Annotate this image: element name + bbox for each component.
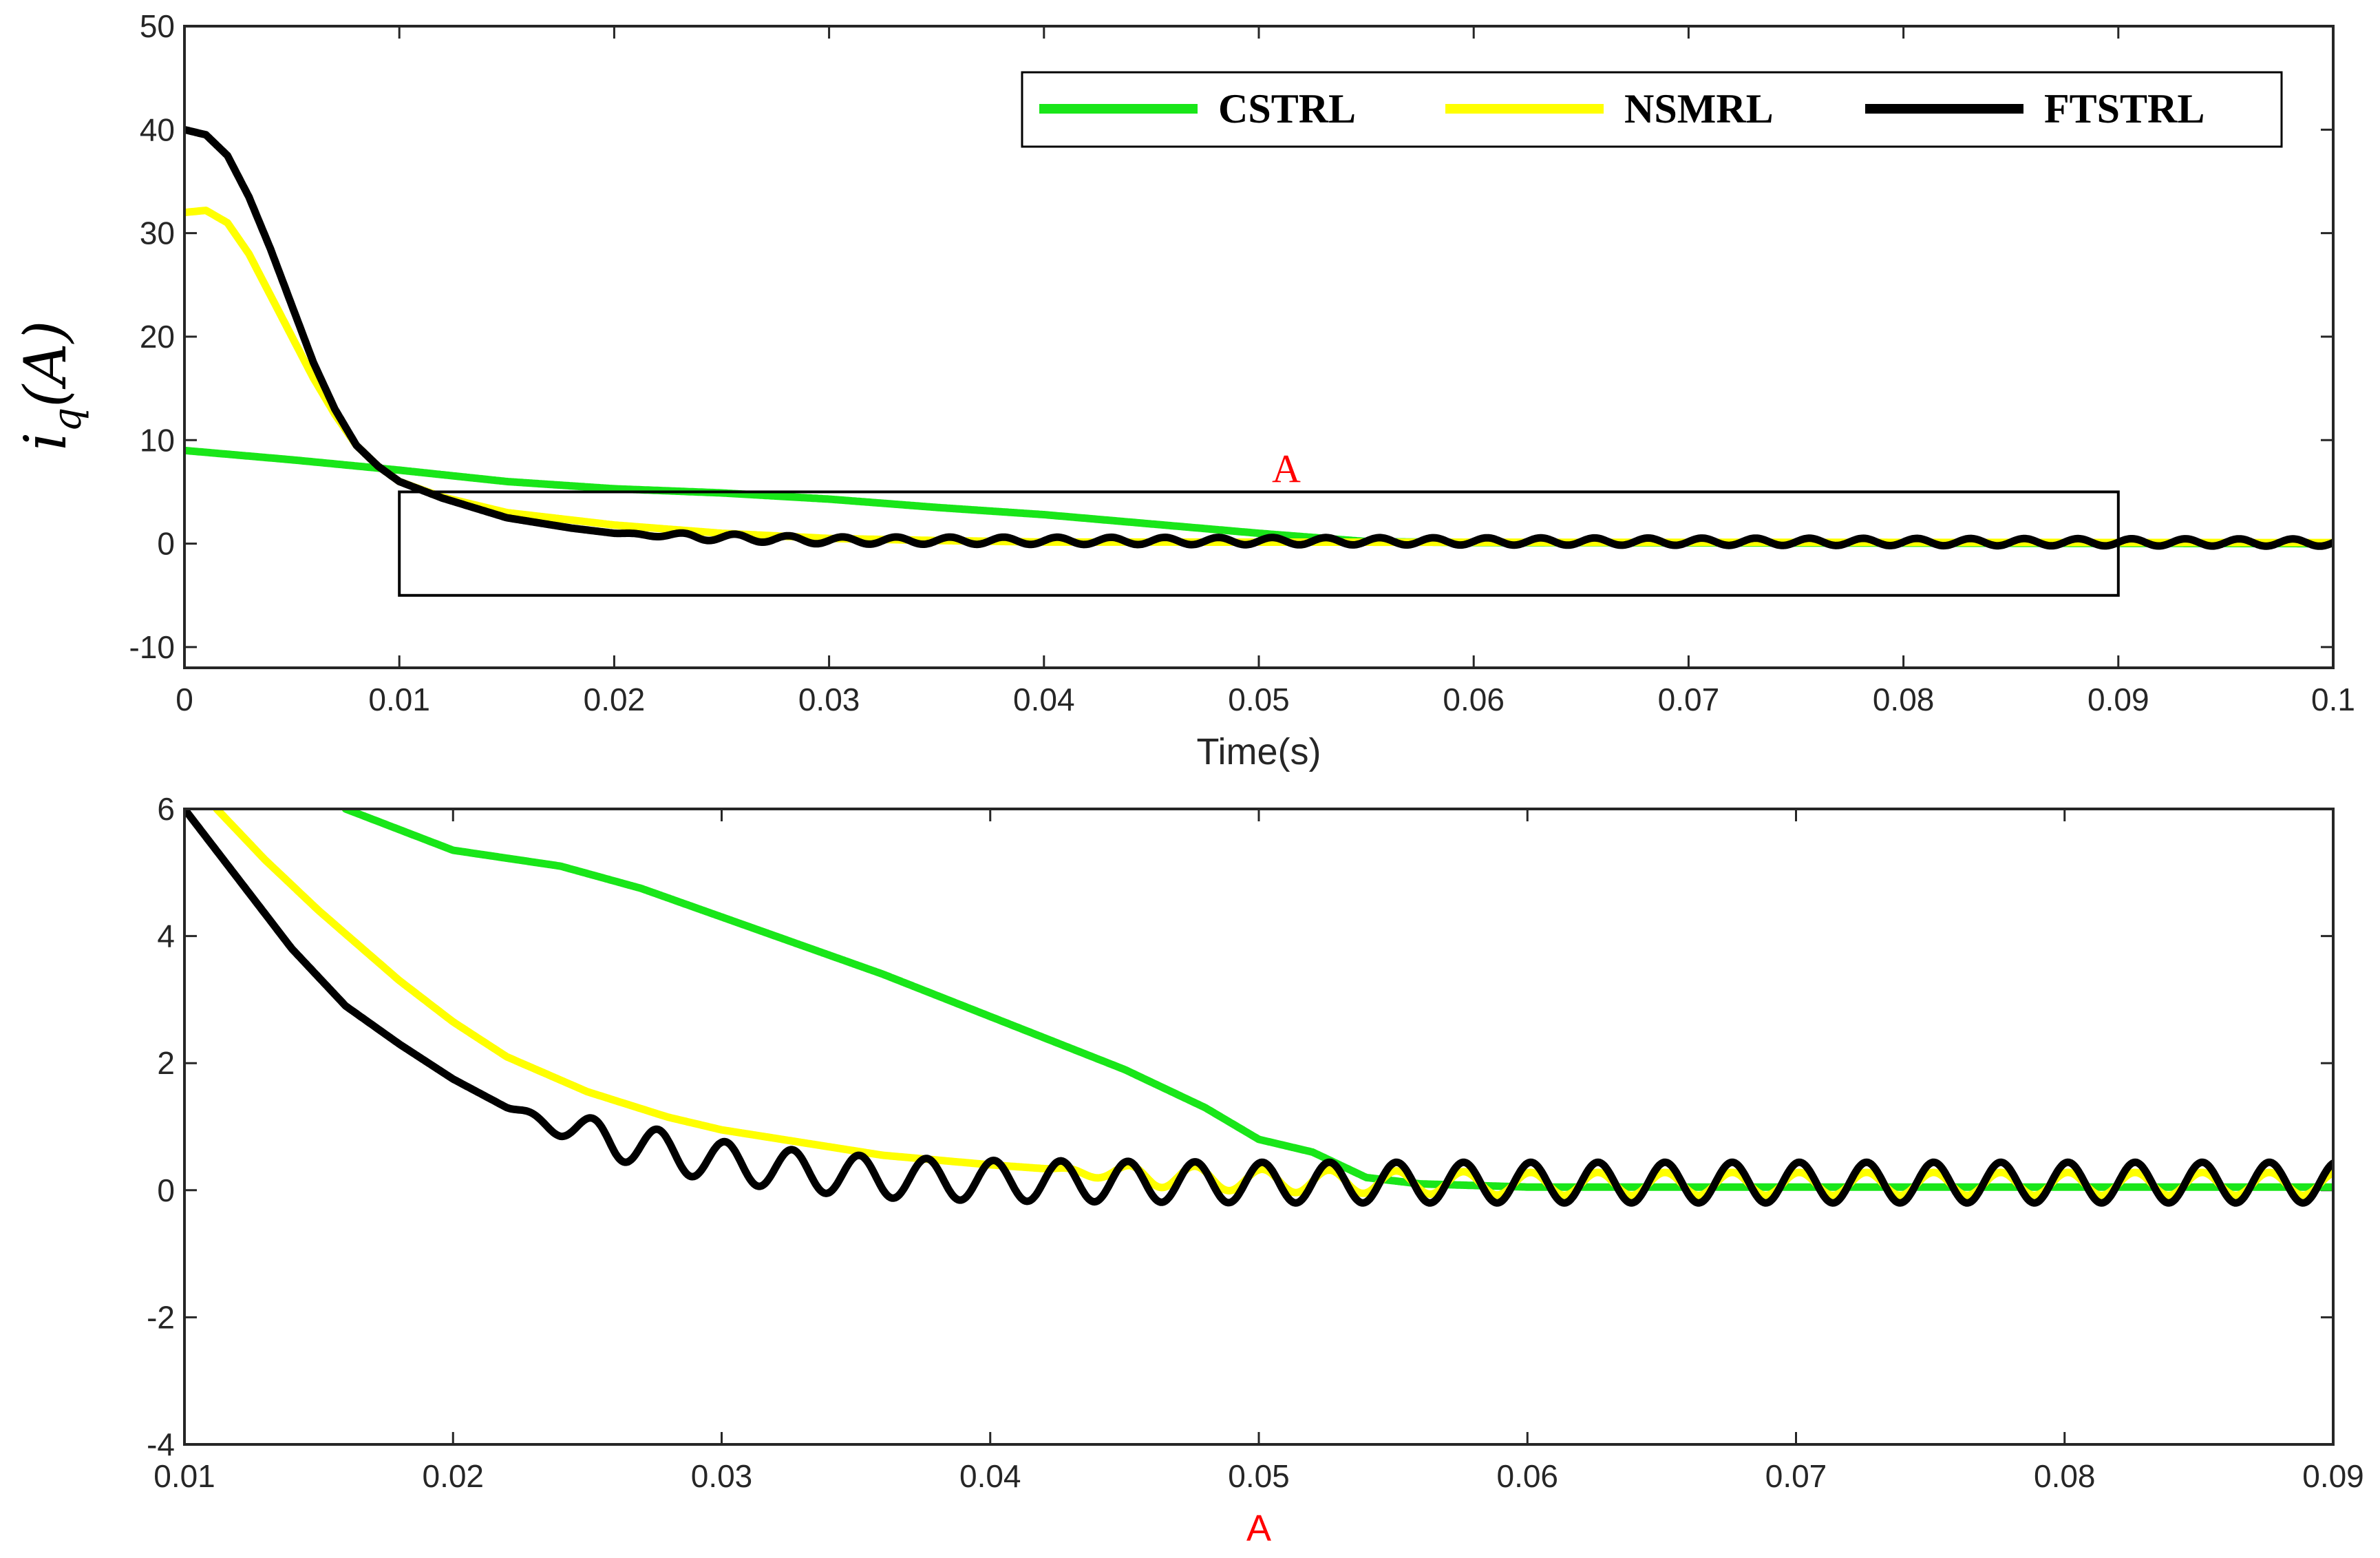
bottom-plot-frame	[183, 808, 2335, 1446]
y-tick-label: 4	[157, 918, 175, 954]
legend-label-nsmrl: NSMRL	[1624, 86, 1774, 131]
top-x-axis-label: Time(s)	[1197, 731, 1321, 772]
series-line-ftstrl	[184, 809, 2333, 1207]
x-tick-label: 0.08	[2034, 1458, 2096, 1494]
x-tick-label: 0.02	[584, 682, 646, 717]
y-tick-label: -2	[147, 1299, 175, 1335]
legend-label-cstrl: CSTRL	[1218, 86, 1356, 131]
y-tick-label: 0	[157, 526, 175, 562]
x-tick-label: 0.04	[959, 1458, 1021, 1494]
y-tick-label: 50	[140, 8, 175, 44]
x-tick-label: 0.05	[1228, 1458, 1290, 1494]
top-series	[184, 125, 2333, 550]
y-tick-label: 2	[157, 1045, 175, 1081]
y-tick-label: 20	[140, 319, 175, 355]
x-tick-label: 0.03	[691, 1458, 753, 1494]
x-tick-label: 0.01	[368, 682, 430, 717]
y-label-rest: (A)	[12, 321, 79, 408]
x-tick-label: 0.03	[798, 682, 860, 717]
legend-box	[1021, 71, 2283, 148]
x-tick-label: 0.1	[2311, 682, 2355, 717]
y-tick-label: 10	[140, 422, 175, 458]
x-tick-label: 0.04	[1013, 682, 1075, 717]
top-ticks: 0 0.01 0.02 0.03 0.04 0.05 0.06 0.07 0.08 0.09 0.1…	[129, 8, 2355, 717]
y-tick-label: -4	[147, 1427, 175, 1462]
x-tick-label: 0.02	[422, 1458, 484, 1494]
top-plot-frame	[183, 25, 2335, 669]
series-line-ftstrl	[184, 125, 2333, 550]
x-tick-label: 0.07	[1765, 1458, 1827, 1494]
series-line-cstrl	[184, 446, 2333, 548]
legend: CSTRL NSMRL FTSTRL	[1021, 71, 2283, 148]
y-label-sub: q	[45, 408, 90, 432]
top-y-axis-label: iq(A)	[12, 321, 90, 451]
series-line-cstrl	[341, 809, 2333, 1191]
bottom-ticks: 0.01 0.02 0.03 0.04 0.05 0.06 0.07 0.08 0.09 -4 -2…	[147, 791, 2364, 1494]
y-tick-label: 0	[157, 1172, 175, 1208]
y-tick-label: 6	[157, 791, 175, 827]
x-tick-label: 0	[176, 682, 193, 717]
bottom-x-axis-label: A	[1246, 1508, 1271, 1549]
top-axes: 0 0.01 0.02 0.03 0.04 0.05 0.06 0.07 0.08 0.09 0.1…	[12, 8, 2355, 772]
x-tick-label: 0.06	[1496, 1458, 1558, 1494]
series-line-nsmrl	[213, 809, 2333, 1199]
legend-label-ftstrl: FTSTRL	[2044, 86, 2204, 131]
bottom-axes: 0.01 0.02 0.03 0.04 0.05 0.06 0.07 0.08 0.09 -4 -2…	[147, 791, 2364, 1549]
x-tick-label: 0.08	[1873, 682, 1935, 717]
y-tick-label: 40	[140, 112, 175, 147]
svg-text:iq(A): iq(A)	[12, 321, 90, 451]
zoom-box-label: A	[1272, 446, 1301, 491]
x-tick-label: 0.09	[2087, 682, 2149, 717]
y-label-main: i	[12, 432, 79, 451]
y-tick-label: 30	[140, 215, 175, 251]
x-tick-label: 0.01	[153, 1458, 215, 1494]
x-tick-label: 0.09	[2302, 1458, 2364, 1494]
x-tick-label: 0.06	[1443, 682, 1505, 717]
zoom-box	[398, 490, 2120, 597]
x-tick-label: 0.07	[1658, 682, 1720, 717]
y-tick-label: -10	[129, 629, 175, 665]
bottom-series	[184, 809, 2333, 1207]
x-tick-label: 0.05	[1228, 682, 1290, 717]
